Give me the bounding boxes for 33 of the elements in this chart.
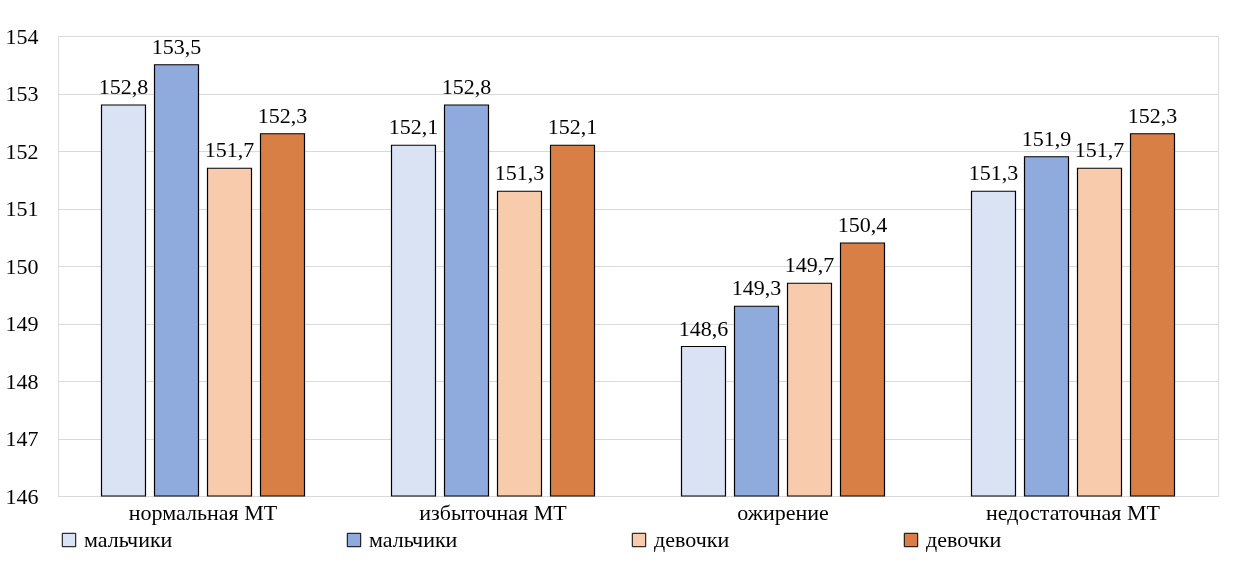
data-label: 152,8 [441, 74, 492, 99]
x-tick-label: ожирение [737, 499, 829, 525]
data-label: 153,5 [151, 33, 202, 59]
data-label: 149,3 [731, 275, 782, 301]
data-label: 152,3 [1127, 102, 1178, 128]
y-tick-label: 151 [5, 196, 39, 221]
x-tick-label: избыточная МТ [419, 499, 568, 525]
y-tick-label: 153 [5, 81, 39, 106]
y-tick-label: 146 [5, 483, 39, 509]
legend-label: мальчики [369, 527, 458, 552]
data-label: 151,7 [204, 137, 255, 163]
data-label: 152,3 [257, 102, 308, 128]
y-tick-label: 148 [5, 368, 39, 394]
x-tick-label: недостаточная МТ [986, 499, 1161, 525]
x-tick-label: нормальная МТ [128, 499, 278, 525]
legend-label: девочки [926, 527, 1002, 552]
data-label: 151,3 [494, 160, 545, 186]
legend-label: мальчики [84, 527, 173, 552]
y-tick-label: 150 [5, 253, 39, 279]
data-label: 151,7 [1074, 137, 1125, 163]
y-tick-label: 147 [5, 426, 39, 451]
y-tick-label: 154 [5, 23, 39, 49]
data-label: 152,1 [547, 114, 598, 140]
y-tick-label: 149 [5, 311, 39, 336]
data-label: 150,4 [837, 212, 888, 237]
y-tick-label: 152 [5, 138, 39, 164]
data-label: 152,1 [388, 114, 439, 140]
data-label: 152,8 [98, 74, 149, 99]
data-label: 149,7 [784, 252, 835, 278]
data-label: 151,3 [968, 160, 1019, 186]
data-label: 151,9 [1021, 125, 1072, 151]
legend-label: девочки [654, 527, 730, 552]
data-label: 148,6 [678, 315, 729, 341]
